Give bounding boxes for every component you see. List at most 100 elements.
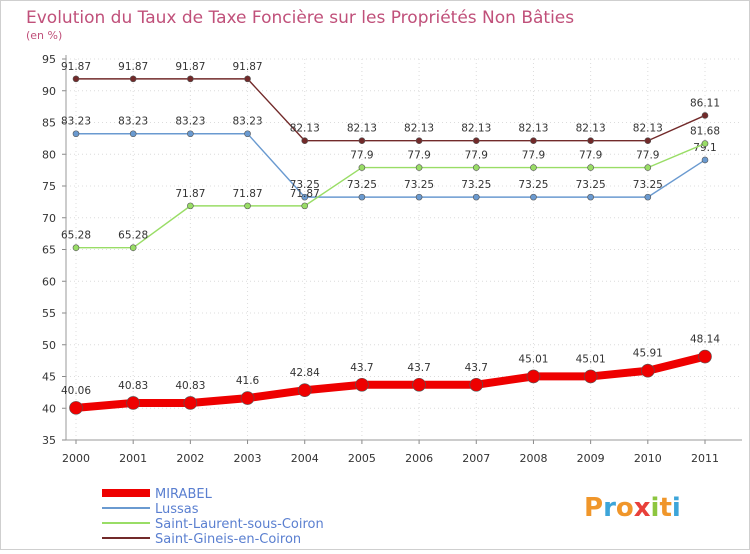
series-saint-gineis-en-coiron: 91.87 91.87 91.87 91.87 82.13 82.13 82.13 82.13… (61, 61, 720, 145)
data-label: 83.23 (233, 116, 263, 128)
logo-letter: o (616, 493, 634, 523)
legend: MIRABELLussasSaint-Laurent-sous-CoironSa… (102, 487, 324, 547)
data-label: 40.83 (118, 380, 148, 392)
y-tick-label: 55 (42, 307, 56, 320)
data-label: 91.87 (61, 61, 91, 73)
x-tick-label: 2000 (62, 452, 90, 465)
data-point (72, 75, 80, 83)
data-label: 43.7 (350, 362, 373, 374)
logo-letter: P (584, 493, 603, 523)
data-point (698, 349, 712, 364)
axes: 35 40 45 50 55 60 65 70 75 80 85 90 95 2000 2001 2002 20… (42, 53, 742, 465)
data-label: 79.1 (693, 142, 716, 154)
data-label: 48.14 (690, 334, 720, 346)
chart-title: Evolution du Taux de Taxe Foncière sur l… (26, 8, 574, 28)
data-point (701, 140, 709, 147)
data-label: 91.87 (233, 61, 263, 73)
logo-letter: i (651, 493, 660, 523)
data-point (301, 193, 309, 201)
data-label: 73.25 (404, 179, 434, 191)
data-point (701, 112, 709, 119)
data-label: 91.87 (118, 61, 148, 73)
data-label: 45.91 (633, 348, 663, 360)
data-point (297, 383, 312, 398)
data-label: 45.01 (576, 353, 606, 365)
data-label: 65.28 (61, 230, 91, 242)
data-label: 83.23 (118, 116, 148, 128)
legend-label: Lussas (155, 502, 199, 517)
series-line (75, 142, 706, 249)
data-point (244, 75, 251, 83)
y-tick-label: 45 (42, 371, 56, 384)
data-label: 41.6 (236, 375, 260, 387)
data-point (415, 193, 423, 201)
data-point (129, 75, 137, 83)
data-label: 42.84 (290, 367, 320, 379)
logo-letter: t (659, 493, 671, 523)
logo-letter: x (634, 493, 651, 523)
data-point (701, 156, 709, 164)
x-tick-label: 2010 (634, 452, 662, 465)
data-label: 82.13 (518, 123, 548, 135)
data-point (129, 244, 137, 252)
x-tick-label: 2003 (234, 452, 262, 465)
legend-label: Saint-Gineis-en-Coiron (155, 532, 301, 547)
data-point (240, 391, 255, 405)
data-point (415, 164, 423, 171)
y-tick-label: 90 (42, 85, 56, 98)
data-label: 77.9 (579, 150, 602, 162)
data-label: 45.01 (518, 353, 548, 365)
series-line (75, 133, 706, 198)
x-tick-label: 2001 (119, 452, 147, 465)
x-tick-label: 2005 (348, 452, 376, 465)
series-lussas: 83.23 83.23 83.23 83.23 73.25 73.25 73.25 73.25… (61, 116, 717, 201)
x-tick-label: 2004 (291, 452, 319, 465)
data-label: 77.9 (350, 150, 373, 162)
series-saint-laurent-sous-coiron: 65.28 65.28 71.87 71.87 71.87 77.9 77.9 77.9 77.… (61, 126, 720, 252)
data-label: 73.25 (633, 179, 663, 191)
y-tick-label: 80 (42, 148, 56, 161)
data-point (472, 193, 480, 201)
data-label: 73.25 (518, 179, 548, 191)
data-label: 82.13 (633, 123, 663, 135)
data-point (301, 137, 309, 145)
data-point (412, 377, 426, 392)
data-label: 81.68 (690, 126, 720, 138)
x-tick-label: 2007 (462, 452, 490, 465)
data-label: 83.23 (175, 116, 205, 128)
y-tick-label: 40 (42, 402, 56, 415)
data-label: 43.7 (465, 362, 488, 374)
series-layer: 91.87 91.87 91.87 91.87 82.13 82.13 82.13 82.13… (61, 61, 720, 415)
data-label: 82.13 (290, 123, 320, 135)
legend-label: Saint-Laurent-sous-Coiron (155, 517, 324, 532)
y-tick-label: 65 (42, 244, 56, 257)
data-point (530, 137, 537, 145)
data-point (644, 193, 652, 201)
data-label: 40.06 (61, 385, 91, 397)
data-point (183, 396, 198, 410)
data-label: 43.7 (407, 362, 430, 374)
data-point (244, 130, 251, 138)
y-tick-label: 75 (42, 180, 56, 193)
x-tick-label: 2008 (519, 452, 547, 465)
data-point (129, 130, 137, 138)
data-point (244, 202, 251, 210)
data-point (644, 137, 652, 145)
data-label: 86.11 (690, 97, 720, 109)
data-point (526, 369, 541, 384)
data-point (587, 164, 594, 171)
y-tick-label: 85 (42, 117, 56, 130)
data-point (187, 75, 194, 83)
data-point (583, 369, 598, 384)
data-label: 73.25 (576, 179, 606, 191)
data-point (72, 130, 80, 138)
data-label: 82.13 (461, 123, 491, 135)
data-point (358, 137, 366, 145)
logo-letter: i (672, 493, 681, 523)
data-label: 83.23 (61, 116, 91, 128)
data-label: 40.83 (175, 380, 205, 392)
data-label: 77.9 (636, 150, 659, 162)
data-label: 77.9 (522, 150, 545, 162)
data-point (530, 193, 537, 201)
